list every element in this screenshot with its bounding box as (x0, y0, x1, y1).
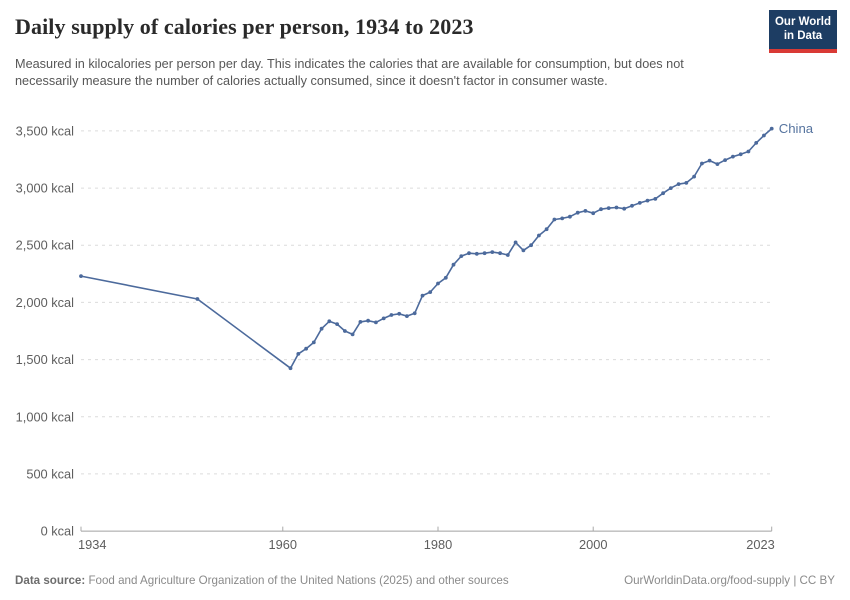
data-point[interactable] (474, 251, 479, 256)
owid-url-license-link[interactable]: OurWorldinData.org/food-supply | CC BY (624, 574, 835, 587)
data-point[interactable] (529, 243, 533, 248)
data-point[interactable] (490, 250, 495, 255)
data-point[interactable] (684, 181, 689, 185)
data-point[interactable] (311, 340, 316, 345)
y-axis-tick-label: 2,000 kcal (16, 295, 74, 310)
data-point[interactable] (79, 274, 83, 278)
data-point[interactable] (552, 217, 557, 222)
data-point[interactable] (412, 311, 417, 316)
y-axis-tick-label: 2,500 kcal (16, 238, 74, 253)
data-point[interactable] (676, 182, 681, 187)
data-point[interactable] (560, 216, 565, 221)
data-point[interactable] (762, 133, 766, 138)
data-point[interactable] (498, 251, 502, 256)
data-point[interactable] (738, 152, 743, 157)
y-axis-tick-label: 3,500 kcal (16, 123, 74, 138)
data-point[interactable] (599, 207, 603, 212)
x-axis-tick-label: 2000 (579, 537, 607, 552)
x-axis-tick-label: 1980 (424, 537, 452, 552)
data-point[interactable] (420, 293, 425, 298)
owid-logo-line2: in Data (783, 29, 823, 42)
data-point[interactable] (754, 141, 759, 145)
data-point[interactable] (443, 275, 448, 280)
data-point[interactable] (436, 281, 440, 286)
y-axis-tick-label: 500 kcal (26, 466, 74, 481)
data-line-china[interactable] (80, 127, 773, 370)
data-source-label: Data source: (15, 574, 86, 587)
data-point[interactable] (723, 158, 727, 163)
data-point[interactable] (366, 318, 370, 323)
data-point[interactable] (583, 209, 588, 213)
data-point[interactable] (482, 251, 487, 256)
x-axis-tick-label: 2023 (746, 537, 774, 552)
chart-subtitle: Measured in kilocalories per person per … (15, 57, 684, 88)
data-point[interactable] (521, 248, 526, 253)
data-point[interactable] (637, 201, 642, 205)
data-source-text: Food and Agriculture Organization of the… (85, 574, 509, 587)
y-axis-tick-label: 1,000 kcal (16, 409, 74, 424)
data-point[interactable] (630, 203, 634, 208)
x-axis-tick-label: 1934 (78, 537, 106, 552)
data-point[interactable] (769, 126, 774, 131)
data-point[interactable] (614, 205, 619, 210)
data-point[interactable] (606, 206, 611, 211)
data-point[interactable] (668, 186, 673, 191)
data-point[interactable] (288, 366, 293, 371)
data-point[interactable] (327, 319, 332, 324)
data-point[interactable] (700, 161, 704, 166)
data-point[interactable] (381, 316, 386, 321)
y-axis-tick-label: 0 kcal (41, 524, 74, 539)
data-point[interactable] (575, 210, 580, 215)
data-point[interactable] (358, 320, 363, 324)
data-point[interactable] (513, 240, 518, 245)
data-point[interactable] (692, 174, 696, 179)
data-point[interactable] (397, 311, 402, 316)
data-point[interactable] (568, 214, 572, 219)
data-point[interactable] (622, 206, 627, 211)
data-point[interactable] (389, 313, 394, 317)
data-point[interactable] (335, 322, 339, 326)
data-point[interactable] (537, 233, 541, 238)
data-point[interactable] (296, 352, 301, 356)
data-point[interactable] (343, 329, 347, 333)
owid-logo-line1: Our World (774, 16, 831, 28)
data-point[interactable] (374, 320, 378, 325)
data-point[interactable] (645, 198, 650, 203)
data-point[interactable] (350, 332, 355, 337)
page-title: Daily supply of calories per person, 193… (15, 14, 474, 39)
data-point[interactable] (707, 158, 712, 163)
data-point[interactable] (715, 162, 720, 167)
data-point[interactable] (467, 251, 471, 256)
data-point[interactable] (653, 197, 658, 201)
y-axis-tick-label: 3,000 kcal (16, 181, 74, 196)
data-point[interactable] (591, 211, 596, 216)
data-point[interactable] (428, 290, 433, 294)
y-axis-tick-label: 1,500 kcal (16, 352, 74, 367)
data-point[interactable] (661, 191, 665, 196)
data-source-note: Data source: Food and Agriculture Organi… (15, 574, 509, 587)
data-point[interactable] (544, 227, 549, 232)
data-point[interactable] (746, 149, 751, 154)
owid-logo[interactable]: Our World in Data (769, 10, 837, 53)
data-point[interactable] (304, 346, 308, 351)
data-point[interactable] (459, 254, 464, 258)
data-point[interactable] (731, 154, 735, 159)
data-point[interactable] (319, 326, 324, 331)
data-point[interactable] (405, 314, 409, 318)
data-point[interactable] (451, 262, 456, 267)
data-point[interactable] (505, 253, 510, 257)
series-end-label[interactable]: China (779, 121, 814, 136)
chart-footer: Data source: Food and Agriculture Organi… (15, 574, 835, 587)
data-point[interactable] (195, 297, 200, 301)
x-axis-tick-label: 1960 (269, 537, 297, 552)
